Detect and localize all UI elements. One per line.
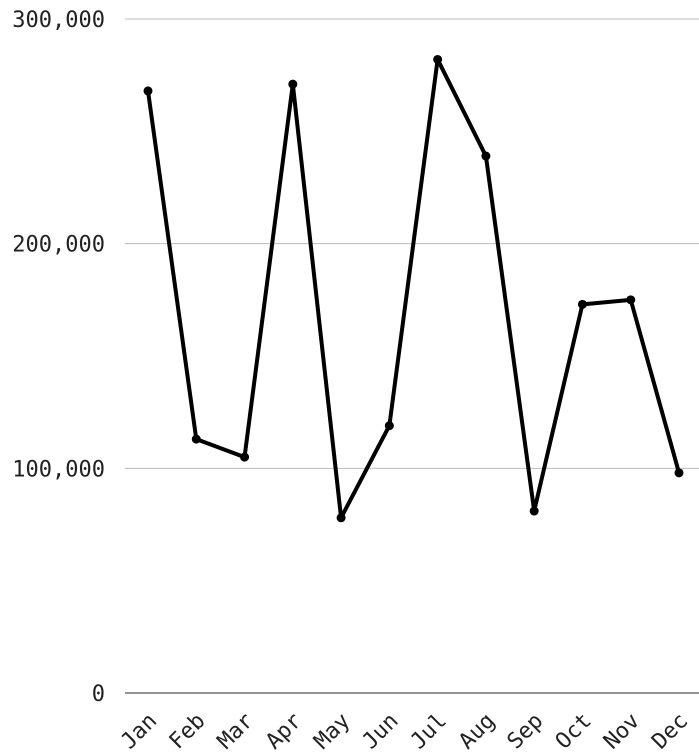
data-point <box>529 506 539 516</box>
data-point <box>577 299 587 309</box>
x-tick-label: Mar <box>213 709 259 755</box>
data-point <box>384 421 394 431</box>
series-line <box>146 57 681 520</box>
x-tick-label: May <box>310 709 356 755</box>
data-point <box>674 468 684 478</box>
x-tick-label: Jun <box>358 709 404 755</box>
data-point <box>143 86 153 96</box>
y-axis-tick-labels: 0 100,000 200,000 300,000 <box>12 8 105 707</box>
data-point <box>240 452 250 462</box>
x-tick-label: Jul <box>406 709 452 755</box>
x-axis-tick-labels: Jan Feb Mar Apr May Jun Jul Aug Sep Oct Nov Dec <box>116 709 693 755</box>
data-point <box>191 434 201 444</box>
x-tick-label: Apr <box>261 709 307 755</box>
x-tick-label: Feb <box>165 709 211 755</box>
series-points <box>143 54 684 523</box>
x-tick-label: Sep <box>503 709 549 755</box>
data-point <box>433 54 443 64</box>
x-tick-label: Aug <box>454 709 500 755</box>
series-line-group <box>146 57 681 520</box>
y-tick-label: 200,000 <box>12 233 105 258</box>
data-point <box>288 79 298 89</box>
x-tick-label: Dec <box>647 709 693 755</box>
gridlines <box>125 18 699 694</box>
data-point <box>481 151 491 161</box>
x-tick-label: Nov <box>599 709 645 755</box>
y-tick-label: 0 <box>92 682 105 707</box>
data-point <box>626 295 636 305</box>
y-tick-label: 300,000 <box>12 8 105 33</box>
y-tick-label: 100,000 <box>12 457 105 482</box>
x-tick-label: Oct <box>551 709 597 755</box>
x-tick-label: Jan <box>116 709 162 755</box>
data-point <box>336 513 346 523</box>
